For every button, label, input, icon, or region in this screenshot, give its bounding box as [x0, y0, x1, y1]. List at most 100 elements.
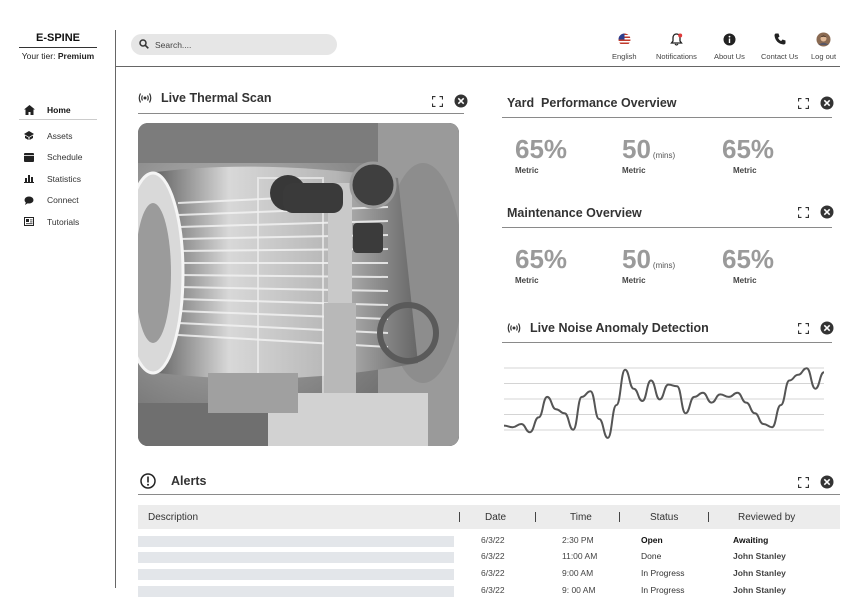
row-time: 11:00 AM [562, 551, 598, 561]
maintenance-title: Maintenance Overview [507, 206, 642, 220]
row-reviewer: Awaiting [733, 535, 769, 545]
sidebar-item-schedule[interactable]: Schedule [19, 147, 97, 169]
sidebar-divider [115, 30, 116, 588]
metric-label: Metric [622, 166, 646, 175]
close-icon[interactable] [454, 94, 468, 108]
tutorials-icon [23, 216, 35, 228]
noise-panel-title: Live Noise Anomaly Detection [507, 321, 709, 335]
yard-title-rule [502, 117, 832, 118]
thermal-panel-title: Live Thermal Scan [138, 91, 271, 105]
noise-grid [504, 367, 824, 431]
sidebar-item-label: Tutorials [47, 216, 80, 227]
row-date: 6/3/22 [481, 551, 505, 561]
assets-icon [23, 130, 35, 142]
yard-metric-2: 50 (mins) Metric [622, 136, 675, 175]
maintenance-metric-2: 50 (mins) Metric [622, 246, 675, 285]
yard-metric-1: 65% Metric [515, 136, 567, 175]
row-date: 6/3/22 [481, 568, 505, 578]
language-selector[interactable]: English [612, 30, 637, 61]
row-date: 6/3/22 [481, 535, 505, 545]
expand-icon[interactable] [796, 96, 810, 110]
thermal-title: Live Thermal Scan [161, 91, 272, 105]
maintenance-metric-3: 65% Metric [722, 246, 774, 285]
log-out-button[interactable]: Log out [811, 30, 836, 61]
yard-controls [796, 96, 834, 110]
column-header-reviewed-by[interactable]: Reviewed by [738, 511, 796, 523]
avatar [816, 30, 831, 48]
expand-icon[interactable] [796, 205, 810, 219]
row-status: In Progress [641, 568, 685, 578]
row-reviewer: John Stanley [733, 568, 786, 578]
yard-metric-3: 65% Metric [722, 136, 774, 175]
thermal-title-rule [138, 113, 464, 114]
sidebar-item-tutorials[interactable]: Tutorials [19, 211, 97, 233]
column-header-time[interactable]: Time [570, 511, 592, 523]
header-divider [116, 66, 840, 67]
metric-value: 65% [515, 244, 568, 274]
about-us-link[interactable]: About Us [714, 30, 745, 61]
expand-icon[interactable] [796, 321, 810, 335]
calendar-icon [23, 151, 35, 163]
table-row[interactable]: 6/3/22 9: 00 AM In Progress John Stanley [138, 584, 840, 598]
table-row[interactable]: 6/3/22 9:00 AM In Progress John Stanley [138, 567, 840, 581]
yard-panel-title: Yard Performance Overview [507, 96, 677, 110]
alerts-controls [796, 475, 834, 489]
close-icon[interactable] [820, 475, 834, 489]
bar-chart-icon [23, 173, 35, 185]
table-row[interactable]: 6/3/22 2:30 PM Open Awaiting [138, 534, 840, 548]
bell-icon [670, 30, 683, 48]
noise-signal-line [504, 367, 825, 439]
metric-value: 65% [722, 134, 775, 164]
sidebar: E-SPINE Your tier: Premium Home Assets S… [0, 0, 116, 615]
metric-unit: (mins) [652, 261, 676, 270]
maintenance-metric-1: 65% Metric [515, 246, 567, 285]
row-time: 2:30 PM [562, 535, 594, 545]
notifications-button[interactable]: Notifications [656, 30, 697, 61]
description-placeholder [138, 552, 454, 563]
column-header-description[interactable]: Description [148, 511, 199, 523]
close-icon[interactable] [820, 205, 834, 219]
sidebar-item-assets[interactable]: Assets [19, 125, 97, 147]
row-reviewer: John Stanley [733, 585, 786, 595]
metric-label: Metric [622, 276, 646, 285]
description-placeholder [138, 536, 454, 547]
column-header-date[interactable]: Date [485, 511, 507, 523]
noise-waveform-chart [504, 367, 825, 439]
maintenance-panel-title: Maintenance Overview [507, 206, 642, 220]
contact-us-link[interactable]: Contact Us [761, 30, 798, 61]
phone-icon [774, 30, 786, 48]
sidebar-item-label: Home [47, 104, 71, 115]
us-flag-icon [618, 30, 631, 48]
sidebar-item-label: Connect [47, 195, 79, 206]
search-input[interactable] [155, 39, 325, 50]
column-header-status[interactable]: Status [650, 511, 679, 523]
noise-title: Live Noise Anomaly Detection [530, 321, 709, 335]
search-bar[interactable] [131, 34, 337, 55]
maintenance-title-rule [502, 227, 832, 228]
sidebar-item-statistics[interactable]: Statistics [19, 168, 97, 190]
table-row[interactable]: 6/3/22 11:00 AM Done John Stanley [138, 550, 840, 564]
metric-value: 50 [622, 134, 651, 164]
column-separator [708, 512, 709, 522]
search-icon [139, 36, 149, 54]
alerts-panel-title: Alerts [140, 473, 206, 489]
chat-icon [23, 194, 35, 206]
close-icon[interactable] [820, 96, 834, 110]
sidebar-item-label: Statistics [47, 173, 82, 184]
sidebar-item-home[interactable]: Home [19, 100, 97, 120]
row-time: 9:00 AM [562, 568, 594, 578]
broadcast-icon [138, 93, 152, 103]
sidebar-item-label: Assets [47, 130, 73, 141]
noise-title-rule [502, 342, 832, 343]
brand-logo: E-SPINE [19, 32, 97, 48]
notifications-label: Notifications [656, 52, 697, 61]
alerts-title: Alerts [171, 474, 207, 488]
sidebar-item-connect[interactable]: Connect [19, 190, 97, 212]
close-icon[interactable] [820, 321, 834, 335]
expand-icon[interactable] [430, 94, 444, 108]
noise-controls [796, 321, 834, 335]
expand-icon[interactable] [796, 475, 810, 489]
column-separator [619, 512, 620, 522]
alert-icon [140, 473, 156, 489]
column-separator [459, 512, 460, 522]
